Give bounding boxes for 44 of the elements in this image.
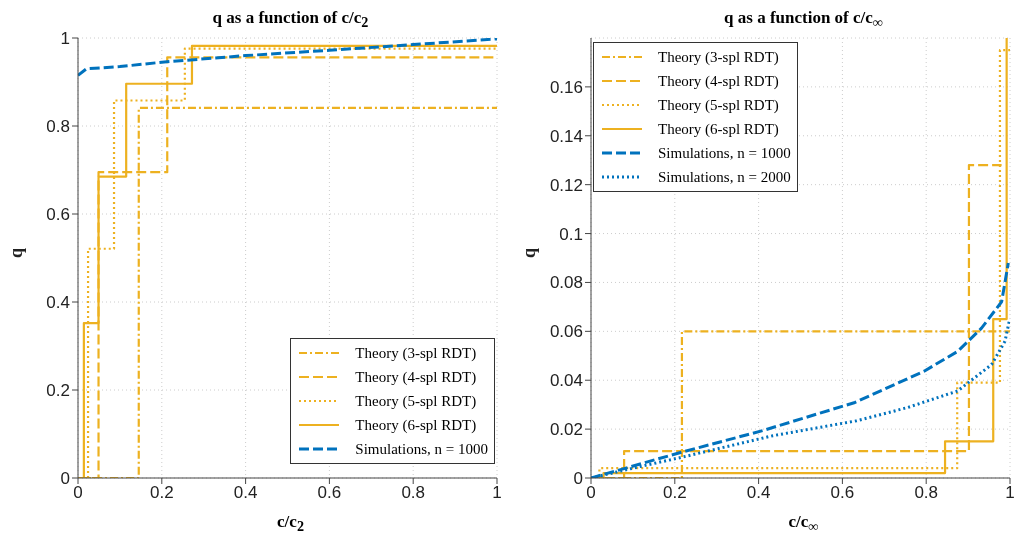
legend-label: Theory (3-spl RDT) xyxy=(658,48,779,66)
x-tick-label: 1 xyxy=(492,483,502,503)
y-tick-label: 0.06 xyxy=(549,322,583,342)
x-tick-label: 0.4 xyxy=(233,483,258,503)
y-tick-label: 0.08 xyxy=(549,273,583,293)
chart-title: q as a function of c/c$_{2}$ xyxy=(212,8,369,31)
legend-label: Simulations, n = 1000 xyxy=(355,440,488,458)
y-tick-label: 0.02 xyxy=(549,420,583,440)
legend-label: Theory (4-spl RDT) xyxy=(355,368,477,386)
x-tick-label: 1 xyxy=(1005,483,1015,503)
x-tick-label: 0.2 xyxy=(149,483,174,503)
x-axis-title: c/c$_{2}$ xyxy=(276,512,305,536)
y-tick-label: 0.16 xyxy=(549,77,583,97)
x-tick-label: 0.6 xyxy=(317,483,342,503)
y-tick-label: 0.14 xyxy=(549,126,583,146)
y-tick-label: 0.1 xyxy=(559,224,583,244)
legend-label: Theory (3-spl RDT) xyxy=(355,344,477,362)
legend-label: Theory (5-spl RDT) xyxy=(658,96,779,114)
y-tick-label: 1 xyxy=(60,29,70,49)
y-tick-label: 0.8 xyxy=(46,117,70,137)
x-tick-label: 0.6 xyxy=(830,483,855,503)
legend-label: Simulations, n = 2000 xyxy=(658,168,791,186)
x-axis-title: c/c$_{∞}$ xyxy=(787,512,820,536)
y-tick-label: 0.2 xyxy=(46,381,70,401)
y-axis-title: q xyxy=(519,247,540,258)
y-tick-label: 0 xyxy=(60,469,70,489)
y-tick-label: 0.6 xyxy=(46,205,70,225)
legend-label: Theory (6-spl RDT) xyxy=(355,416,477,434)
legend-label: Theory (6-spl RDT) xyxy=(658,120,779,138)
x-tick-label: 0.8 xyxy=(914,483,939,503)
y-tick-label: 0.12 xyxy=(549,175,583,195)
x-tick-label: 0.2 xyxy=(662,483,687,503)
y-tick-label: 0.04 xyxy=(549,371,583,391)
y-tick-label: 0 xyxy=(573,469,583,489)
legend-label: Theory (4-spl RDT) xyxy=(658,72,779,90)
x-tick-label: 0.4 xyxy=(746,483,771,503)
y-axis-title: q xyxy=(6,247,27,258)
legend-label: Simulations, n = 1000 xyxy=(658,144,791,162)
x-tick-label: 0.8 xyxy=(401,483,426,503)
y-tick-label: 0.4 xyxy=(46,293,70,313)
x-tick-label: 0 xyxy=(73,483,83,503)
legend-label: Theory (5-spl RDT) xyxy=(355,392,477,410)
chart-title: q as a function of c/c$_{∞}$ xyxy=(723,8,884,32)
x-tick-label: 0 xyxy=(586,483,596,503)
